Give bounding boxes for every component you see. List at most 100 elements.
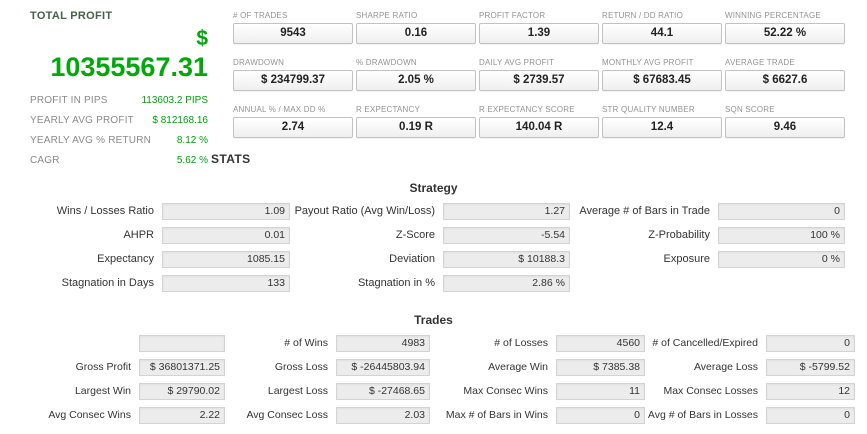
top-stats-grid: # OF TRADES 9543 SHARPE RATIO 0.16 PROFI… — [233, 10, 845, 138]
stat-label: WINNING PERCENTAGE — [725, 11, 821, 20]
trades-cell-value: $ -5799.52 — [766, 358, 855, 376]
total-profit-title: TOTAL PROFIT — [30, 10, 113, 22]
stat-value: 9543 — [233, 23, 353, 44]
strategy-cell-value: $ 10188.3 — [443, 250, 570, 268]
stat-label: R EXPECTANCY — [356, 105, 421, 114]
strategy-cell-label: Wins / Losses Ratio — [56, 205, 154, 217]
summary-row-value: 5.62 % — [176, 154, 208, 166]
stat-str-quality-number: STR QUALITY NUMBER 12.4 — [602, 104, 722, 138]
trades-cell-label: Largest Loss — [267, 385, 328, 397]
stat-value: 0.16 — [356, 23, 476, 44]
stat-profit-factor: PROFIT FACTOR 1.39 — [479, 10, 599, 44]
summary-row-profit-in-pips: PROFIT IN PIPS 113603.2 PIPS — [30, 90, 208, 110]
empty-cell — [718, 275, 845, 292]
trades-cell-label: Gross Loss — [274, 361, 328, 373]
strategy-cell-label: Average # of Bars in Trade — [579, 205, 710, 217]
stat-value: 52.22 % — [725, 23, 845, 44]
strategy-cell-label: Stagnation in Days — [61, 277, 154, 289]
currency-symbol: $ — [196, 27, 208, 50]
stat-value: $ 2739.57 — [479, 70, 599, 91]
stat-value: 44.1 — [602, 23, 722, 44]
summary-row-label: PROFIT IN PIPS — [30, 94, 108, 106]
summary-row-value: 8.12 % — [176, 134, 208, 146]
stat-label: ANNUAL % / MAX DD % — [233, 105, 326, 114]
stat-value: $ 6627.6 — [725, 70, 845, 91]
trades-cell-value: 0 — [766, 406, 855, 424]
trades-cell-label: # of Cancelled/Expired — [652, 337, 758, 349]
trades-section-heading: Trades — [414, 313, 453, 327]
stat-value: $ 67683.45 — [602, 70, 722, 91]
stat-value: 12.4 — [602, 117, 722, 138]
stat-average-trade: AVERAGE TRADE $ 6627.6 — [725, 57, 845, 91]
trades-cell-value: $ -27468.65 — [336, 382, 430, 400]
stat-label: SHARPE RATIO — [356, 11, 418, 20]
stat-num-trades: # OF TRADES 9543 — [233, 10, 353, 44]
trades-cell-label: Max # of Bars in Wins — [445, 409, 548, 421]
trades-cell-value: 0 — [766, 334, 855, 352]
stat-label: DRAWDOWN — [233, 58, 285, 67]
trades-cell-label: Max Consec Wins — [463, 385, 548, 397]
stat-pct-drawdown: % DRAWDOWN 2.05 % — [356, 57, 476, 91]
trades-cell-value: 0 — [556, 406, 645, 424]
summary-row-value: $ 812168.16 — [152, 114, 208, 126]
summary-rows: PROFIT IN PIPS 113603.2 PIPS YEARLY AVG … — [30, 90, 208, 170]
stat-value: 1.39 — [479, 23, 599, 44]
stat-label: % DRAWDOWN — [356, 58, 417, 67]
stat-value: $ 234799.37 — [233, 70, 353, 91]
trades-cell-value — [139, 334, 225, 352]
stat-label: SQN SCORE — [725, 105, 775, 114]
stat-return-dd-ratio: RETURN / DD RATIO 44.1 — [602, 10, 722, 44]
summary-row-label: YEARLY AVG % RETURN — [30, 134, 152, 146]
trades-cell-value: $ 36801371.25 — [139, 358, 225, 376]
stat-label: PROFIT FACTOR — [479, 11, 546, 20]
stats-heading: STATS — [211, 152, 251, 166]
summary-row-label: YEARLY AVG PROFIT — [30, 114, 134, 126]
trades-cell-value: 2.03 — [336, 406, 430, 424]
strategy-cell-label: Deviation — [389, 253, 435, 265]
strategy-cell-value: 1085.15 — [162, 250, 290, 268]
strategy-cell-value: 0 — [718, 202, 845, 220]
strategy-cell-label: AHPR — [123, 229, 154, 241]
strategy-cell-value: 0 % — [718, 250, 845, 268]
stat-label: MONTHLY AVG PROFIT — [602, 58, 694, 67]
stat-drawdown: DRAWDOWN $ 234799.37 — [233, 57, 353, 91]
stat-r-expectancy: R EXPECTANCY 0.19 R — [356, 104, 476, 138]
strategy-cell-label: Z-Score — [395, 229, 435, 241]
stat-monthly-avg-profit: MONTHLY AVG PROFIT $ 67683.45 — [602, 57, 722, 91]
trades-cell-label: Max Consec Losses — [663, 385, 758, 397]
trades-cell-label: Largest Win — [74, 385, 131, 397]
stat-value: 140.04 R — [479, 117, 599, 138]
stat-label: R EXPECTANCY SCORE — [479, 105, 575, 114]
strategy-cell-value: 133 — [162, 274, 290, 292]
strategy-cell-value: 100 % — [718, 226, 845, 244]
stat-label: STR QUALITY NUMBER — [602, 105, 695, 114]
trades-cell-value: 4560 — [556, 334, 645, 352]
strategy-cell-value: -5.54 — [443, 226, 570, 244]
summary-row-cagr: CAGR 5.62 % — [30, 150, 208, 170]
summary-row-yearly-avg-pct-return: YEARLY AVG % RETURN 8.12 % — [30, 130, 208, 150]
stat-value: 2.74 — [233, 117, 353, 138]
stat-label: AVERAGE TRADE — [725, 58, 795, 67]
strategy-cell-value: 2.86 % — [443, 274, 570, 292]
stat-winning-percentage: WINNING PERCENTAGE 52.22 % — [725, 10, 845, 44]
stat-value: 2.05 % — [356, 70, 476, 91]
stat-label: RETURN / DD RATIO — [602, 11, 684, 20]
stat-daily-avg-profit: DAILY AVG PROFIT $ 2739.57 — [479, 57, 599, 91]
trades-cell-label: Average Win — [488, 361, 548, 373]
trades-cell-label: Average Loss — [693, 361, 758, 373]
summary-row-label: CAGR — [30, 154, 60, 166]
summary-row-value: 113603.2 PIPS — [141, 94, 208, 106]
trades-cell-label: Avg Consec Wins — [48, 409, 131, 421]
trades-cell-value: 12 — [766, 382, 855, 400]
trades-cell-label: Avg Consec Loss — [246, 409, 328, 421]
strategy-cell-value: 0.01 — [162, 226, 290, 244]
strategy-cell-label: Z-Probability — [648, 229, 710, 241]
trades-cell-value: $ 7385.38 — [556, 358, 645, 376]
strategy-cell-value: 1.09 — [162, 202, 290, 220]
trades-cell-value: 2.22 — [139, 406, 225, 424]
stat-annual-pct-max-dd: ANNUAL % / MAX DD % 2.74 — [233, 104, 353, 138]
summary-row-yearly-avg-profit: YEARLY AVG PROFIT $ 812168.16 — [30, 110, 208, 130]
stat-sharpe-ratio: SHARPE RATIO 0.16 — [356, 10, 476, 44]
trades-cell-value: $ 29790.02 — [139, 382, 225, 400]
